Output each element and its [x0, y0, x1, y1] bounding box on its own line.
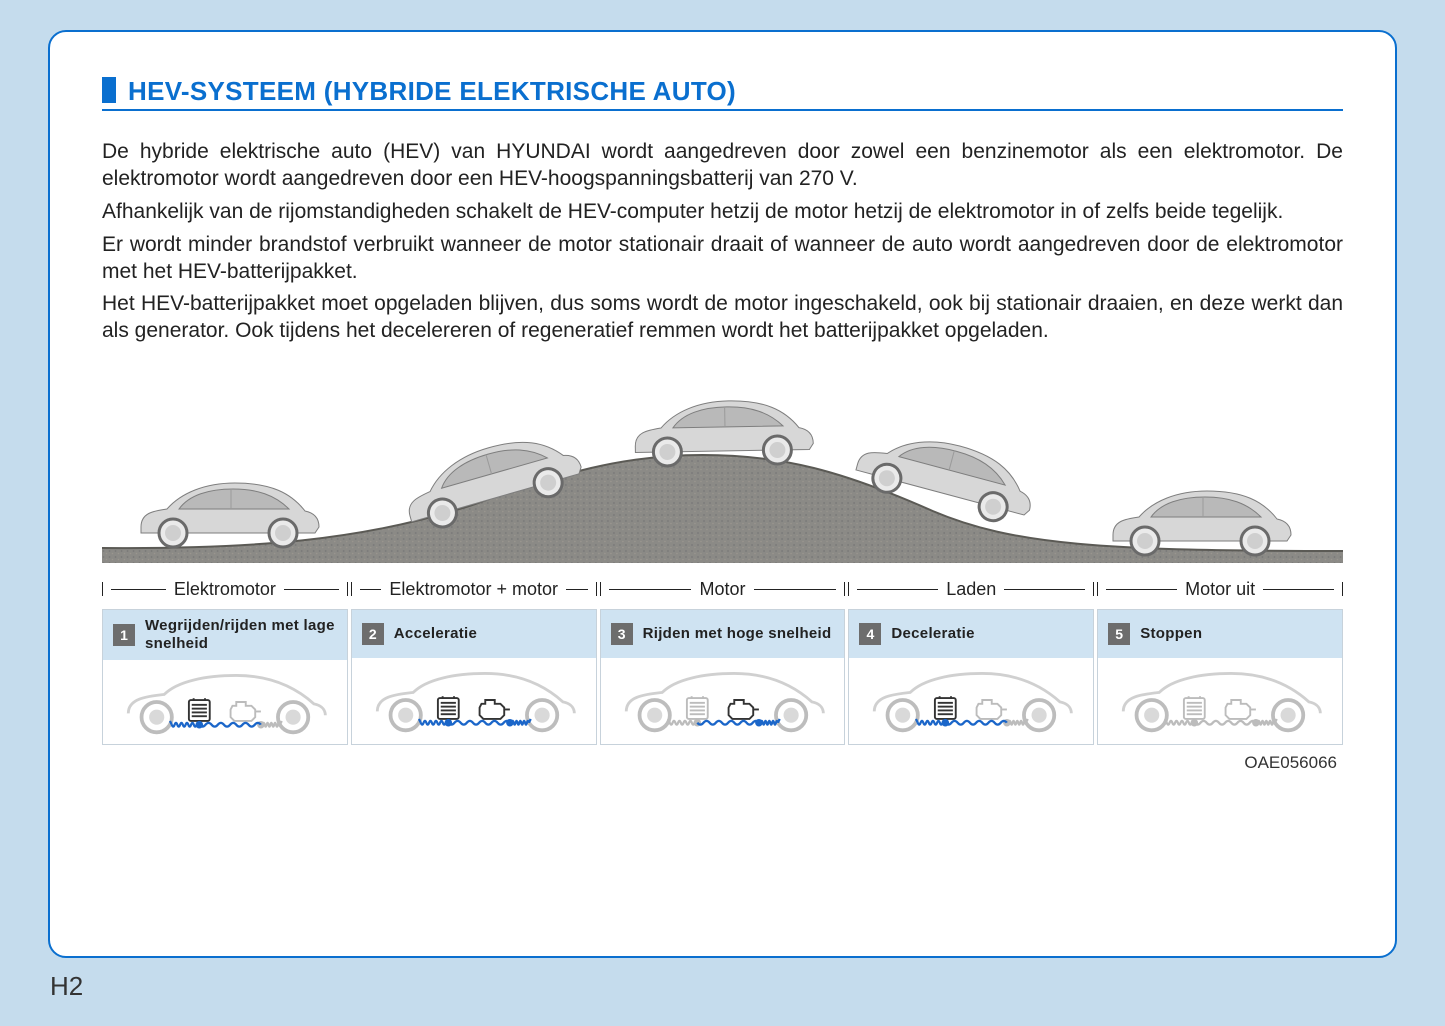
mode-label: Elektromotor: [174, 579, 276, 600]
mode-label-col: Laden: [848, 575, 1094, 603]
mode-label: Motor: [699, 579, 745, 600]
mode-label-col: Elektromotor + motor: [351, 575, 597, 603]
car-icon: [129, 471, 325, 549]
phase-column: 2 Acceleratie: [351, 609, 597, 745]
paragraph: Er wordt minder brandstof verbruikt wann…: [102, 232, 1343, 286]
car-icon: [623, 387, 820, 468]
phase-column: 4 Deceleratie: [848, 609, 1094, 745]
phase-number-badge: 4: [859, 623, 881, 645]
heading-accent-bar: [102, 77, 116, 103]
phase-header: 3 Rijden met hoge snelheid: [601, 610, 845, 658]
phase-powertrain-diagram: [849, 658, 1093, 742]
mode-label: Motor uit: [1185, 579, 1255, 600]
phase-powertrain-diagram: [601, 658, 845, 742]
phase-column: 5 Stoppen: [1097, 609, 1343, 745]
manual-page: HEV-SYSTEEM (HYBRIDE ELEKTRISCHE AUTO) D…: [48, 30, 1397, 958]
page-number: H2: [50, 971, 83, 1002]
phase-header: 5 Stoppen: [1098, 610, 1342, 658]
heading-row: HEV-SYSTEEM (HYBRIDE ELEKTRISCHE AUTO): [102, 76, 1343, 111]
phase-powertrain-diagram: [352, 658, 596, 742]
phase-powertrain-diagram: [103, 660, 347, 744]
page-title: HEV-SYSTEEM (HYBRIDE ELEKTRISCHE AUTO): [128, 76, 736, 107]
mode-label-col: Motor: [600, 575, 846, 603]
phase-header: 1 Wegrijden/rijden met lage snelheid: [103, 610, 347, 660]
mode-labels-row: Elektromotor Elektromotor + motor Motor …: [102, 575, 1343, 603]
phase-header: 2 Acceleratie: [352, 610, 596, 658]
body-text: De hybride elektrische auto (HEV) van HY…: [102, 139, 1343, 345]
phase-title: Rijden met hoge snelheid: [643, 625, 832, 643]
phase-title: Wegrijden/rijden met lage snelheid: [145, 617, 337, 653]
driving-phase-illustration: [102, 373, 1343, 563]
mode-label: Laden: [946, 579, 996, 600]
paragraph: Afhankelijk van de rijomstandigheden sch…: [102, 199, 1343, 226]
phase-title: Acceleratie: [394, 625, 477, 643]
phase-number-badge: 3: [611, 623, 633, 645]
phase-title: Stoppen: [1140, 625, 1202, 643]
phase-number-badge: 1: [113, 624, 135, 646]
phase-column: 1 Wegrijden/rijden met lage snelheid: [102, 609, 348, 745]
mode-label-col: Elektromotor: [102, 575, 348, 603]
phase-powertrain-diagram: [1098, 658, 1342, 742]
paragraph: De hybride elektrische auto (HEV) van HY…: [102, 139, 1343, 193]
mode-label: Elektromotor + motor: [389, 579, 558, 600]
mode-label-col: Motor uit: [1097, 575, 1343, 603]
paragraph: Het HEV-batterijpakket moet opgeladen bl…: [102, 291, 1343, 345]
phase-title: Deceleratie: [891, 625, 974, 643]
car-icon: [1101, 479, 1297, 557]
phase-column: 3 Rijden met hoge snelheid: [600, 609, 846, 745]
image-reference: OAE056066: [102, 753, 1343, 773]
phase-row: 1 Wegrijden/rijden met lage snelheid: [102, 609, 1343, 745]
phase-header: 4 Deceleratie: [849, 610, 1093, 658]
phase-number-badge: 5: [1108, 623, 1130, 645]
phase-number-badge: 2: [362, 623, 384, 645]
